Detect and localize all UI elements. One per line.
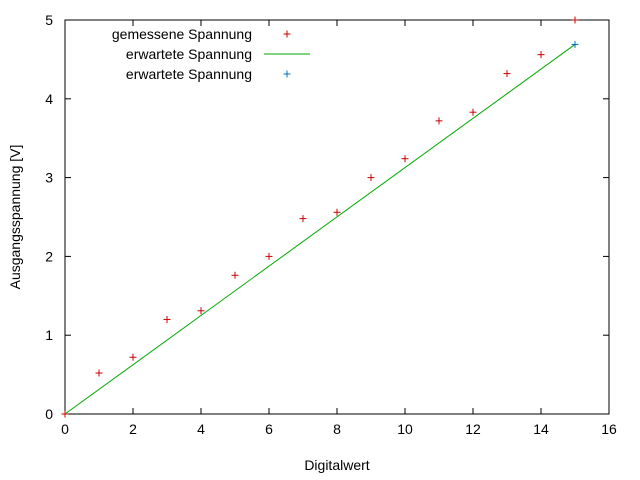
x-tick-label: 2	[129, 421, 137, 437]
data-point-series-0	[265, 252, 273, 260]
data-point-series-2	[571, 40, 579, 48]
legend-swatch-plus	[283, 70, 291, 78]
y-tick-label: 3	[45, 170, 53, 186]
x-tick-label: 14	[533, 421, 549, 437]
x-axis-label: Digitalwert	[304, 457, 369, 473]
y-tick-label: 1	[45, 327, 53, 343]
legend-label: erwartete Spannung	[126, 66, 252, 82]
data-point-series-0	[197, 307, 205, 315]
x-tick-label: 4	[197, 421, 205, 437]
axis-ticks	[64, 19, 610, 415]
data-point-series-0	[333, 208, 341, 216]
data-point-series-0	[469, 108, 477, 116]
data-point-series-0	[503, 70, 511, 78]
data-point-series-0	[571, 16, 579, 24]
x-tick-label: 6	[265, 421, 273, 437]
data-point-series-0	[401, 155, 409, 163]
y-axis-label: Ausgangsspannung [V]	[7, 145, 23, 290]
y-tick-label: 2	[45, 248, 53, 264]
legend-swatch-plus	[283, 30, 291, 38]
y-tick-label: 0	[45, 406, 53, 422]
y-tick-label: 4	[45, 91, 53, 107]
data-point-series-0	[435, 117, 443, 125]
data-point-series-0	[537, 51, 545, 59]
y-tick-label: 5	[45, 12, 53, 28]
data-point-series-0	[367, 174, 375, 182]
x-tick-label: 12	[465, 421, 481, 437]
data-point-series-0	[163, 315, 171, 323]
data-point-series-0	[95, 369, 103, 377]
series-layer	[61, 16, 579, 418]
x-tick-label: 8	[333, 421, 341, 437]
legend-label: gemessene Spannung	[112, 26, 252, 42]
legend: gemessene Spannung erwartete Spannung erwa…	[112, 26, 310, 82]
legend-label: erwartete Spannung	[126, 46, 252, 62]
series-line-erwartete-spannung	[64, 44, 576, 415]
data-point-series-0	[129, 353, 137, 361]
x-tick-label: 16	[601, 421, 617, 437]
x-tick-label: 10	[397, 421, 413, 437]
data-point-series-0	[299, 215, 307, 223]
x-tick-label: 0	[61, 421, 69, 437]
data-point-series-0	[231, 271, 239, 279]
